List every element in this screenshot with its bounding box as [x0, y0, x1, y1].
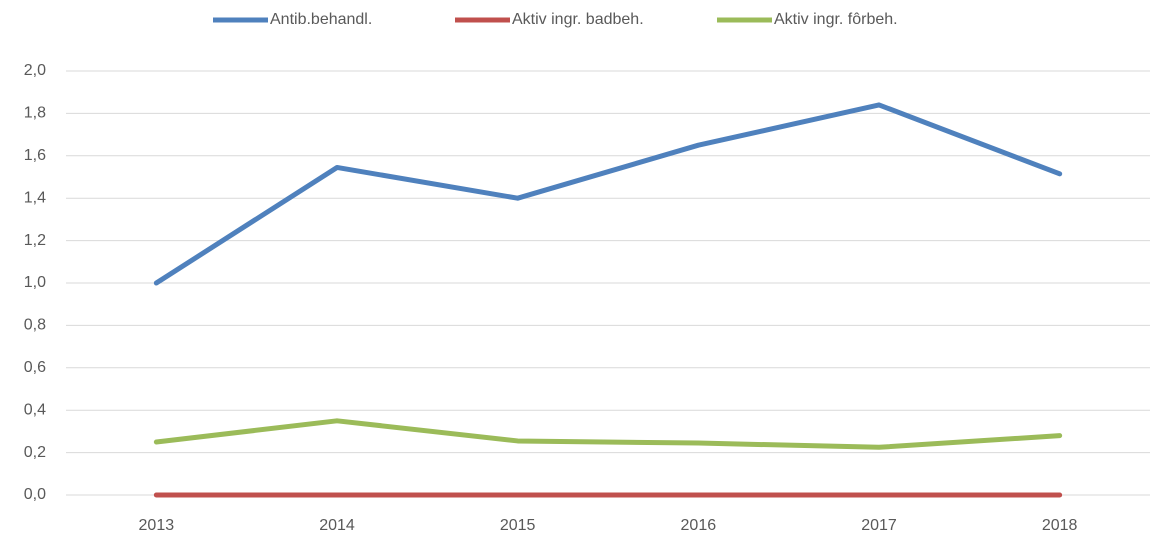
y-tick-label: 1,2 [24, 232, 46, 249]
y-tick-label: 0,0 [24, 486, 46, 503]
y-tick-label: 0,2 [24, 444, 46, 461]
y-tick-label: 1,0 [24, 274, 46, 291]
legend-label: Antib.behandl. [270, 11, 372, 28]
y-tick-label: 1,4 [24, 189, 46, 206]
y-tick-label: 0,6 [24, 359, 46, 376]
y-tick-label: 0,8 [24, 317, 46, 334]
y-tick-label: 1,8 [24, 105, 46, 122]
x-tick-label: 2014 [319, 517, 355, 534]
x-tick-label: 2013 [139, 517, 175, 534]
x-tick-label: 2018 [1042, 517, 1078, 534]
y-tick-label: 0,4 [24, 401, 46, 418]
series-line [153, 102, 1063, 286]
y-tick-label: 1,6 [24, 147, 46, 164]
x-tick-label: 2017 [861, 517, 897, 534]
x-tick-label: 2016 [681, 517, 717, 534]
legend-label: Aktiv ingr. fôrbeh. [774, 11, 898, 28]
x-tick-label: 2015 [500, 517, 536, 534]
y-tick-label: 2,0 [24, 62, 46, 79]
legend-label: Aktiv ingr. badbeh. [512, 11, 644, 28]
series-line [153, 418, 1063, 450]
